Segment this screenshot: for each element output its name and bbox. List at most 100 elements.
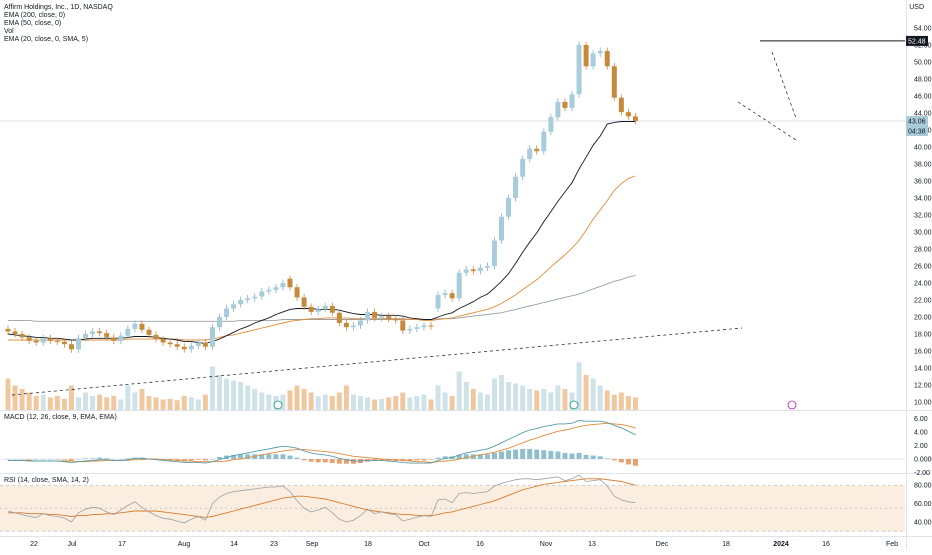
- price-tick-label: 18.00: [914, 332, 932, 339]
- price-tick-label: 26.00: [914, 264, 932, 271]
- x-tick-label: 18: [364, 541, 372, 548]
- volume-bar: [604, 390, 610, 410]
- candle-body: [12, 331, 18, 334]
- macd-histogram-bar: [520, 448, 526, 459]
- last-price-tag: 43.06: [908, 118, 926, 125]
- volume-bar: [209, 366, 215, 410]
- macd-histogram-bar: [301, 459, 307, 461]
- macd-histogram-bar: [506, 450, 512, 459]
- volume-bar: [484, 394, 490, 410]
- legend-ema200[interactable]: EMA (200, close, 0): [4, 12, 66, 19]
- candle-body: [104, 333, 110, 338]
- volume-bar: [379, 398, 385, 410]
- volume-bar: [217, 375, 222, 410]
- macd-histogram-bar: [76, 459, 81, 460]
- legend-ema20[interactable]: EMA (20, close, 0, SMA, 5): [4, 36, 89, 43]
- candle-body: [61, 341, 67, 345]
- volume-bar: [139, 389, 145, 410]
- candle-body: [188, 345, 194, 350]
- symbol-title[interactable]: Affirm Holdings, Inc., 1D, NASDAQ: [4, 4, 113, 11]
- macd-histogram-bar: [590, 455, 596, 459]
- volume-bar: [350, 394, 356, 410]
- volume-bar: [449, 396, 455, 410]
- volume-bar: [83, 392, 89, 410]
- macd-histogram-bar: [562, 452, 568, 459]
- volume-bar: [125, 385, 131, 410]
- candle-body: [125, 328, 131, 336]
- rsi-pane-label[interactable]: RSI (14, close, SMA, 14, 2): [4, 477, 89, 484]
- candle-body: [308, 306, 314, 312]
- candle-body: [541, 131, 547, 152]
- volume-bar: [111, 396, 117, 410]
- macd-histogram-bar: [5, 459, 11, 460]
- legend-ema50[interactable]: EMA (50, close, 0): [4, 20, 62, 27]
- price-tick-label: 34.00: [914, 196, 932, 203]
- candle-body: [520, 158, 526, 177]
- price-tick-label: 52.00: [914, 43, 932, 50]
- macd-histogram-bar: [428, 459, 434, 460]
- candle-body: [562, 101, 568, 108]
- rsi-tick-label: 80.00: [914, 483, 932, 490]
- macd-signal-line: [8, 422, 636, 463]
- macd-histogram-bar: [217, 456, 222, 459]
- macd-histogram-bar: [513, 449, 519, 459]
- countdown-tag: 04:38: [908, 128, 926, 135]
- macd-histogram-bar: [329, 459, 335, 464]
- candle-body: [350, 325, 356, 328]
- x-tick-label: Aug: [178, 541, 191, 548]
- high-price-tag-bg: [906, 35, 928, 46]
- legend-vol[interactable]: Vol: [4, 28, 14, 35]
- macd-histogram-bar: [407, 459, 413, 462]
- volume-bar: [555, 385, 561, 410]
- high-price-tag: 52.48: [908, 38, 926, 45]
- volume-bar: [435, 385, 441, 410]
- x-tick-label: 14: [230, 541, 238, 548]
- chart-legend: Affirm Holdings, Inc., 1D, NASDAQ EMA (2…: [4, 4, 113, 44]
- volume-bar: [597, 385, 603, 410]
- candle-body: [209, 327, 215, 347]
- ema20-line: [7, 121, 636, 344]
- candle-body: [379, 316, 385, 318]
- macd-histogram-bar: [611, 459, 617, 461]
- macd-pane-label[interactable]: MACD (12, 26, close, 9, EMA, EMA): [4, 414, 117, 421]
- price-tick-label: 28.00: [914, 247, 932, 254]
- candle-body: [477, 267, 483, 272]
- x-tick-label: Jul: [68, 541, 77, 548]
- macd-histogram-bar: [534, 449, 540, 459]
- candle-body: [259, 291, 265, 297]
- price-tick-label: 38.00: [914, 162, 932, 169]
- price-tick-label: 22.00: [914, 298, 932, 305]
- candle-body: [421, 325, 427, 328]
- candle-body: [273, 287, 279, 290]
- volume-bar: [153, 397, 159, 410]
- candle-body: [386, 316, 392, 319]
- volume-bar: [146, 396, 152, 410]
- volume-bar: [287, 390, 293, 410]
- candle-body: [294, 287, 300, 298]
- macd-histogram-bar: [555, 451, 561, 459]
- macd-histogram-bar: [463, 454, 469, 459]
- candle-body: [604, 50, 610, 67]
- volume-bar: [118, 399, 124, 410]
- volume-bar: [343, 385, 349, 410]
- x-tick-label: Sep: [306, 541, 319, 548]
- macd-histogram-bar: [597, 456, 603, 459]
- volume-bar: [513, 383, 519, 410]
- volume-bar: [245, 385, 251, 410]
- candle-body: [40, 338, 46, 343]
- candle-body: [442, 293, 448, 295]
- macd-histogram-bar: [202, 459, 208, 461]
- volume-bar: [174, 400, 180, 410]
- volume-bar: [611, 394, 617, 410]
- candle-body: [174, 344, 180, 347]
- macd-histogram-bar: [266, 454, 272, 459]
- rsi-tick-label: 40.00: [914, 520, 932, 527]
- volume-bar: [19, 389, 25, 410]
- macd-histogram-bar: [569, 453, 575, 459]
- candle-body: [393, 318, 399, 321]
- macd-line: [8, 420, 636, 464]
- price-tick-label: 24.00: [914, 281, 932, 288]
- macd-histogram-bar: [273, 454, 279, 459]
- volume-bar: [202, 394, 208, 410]
